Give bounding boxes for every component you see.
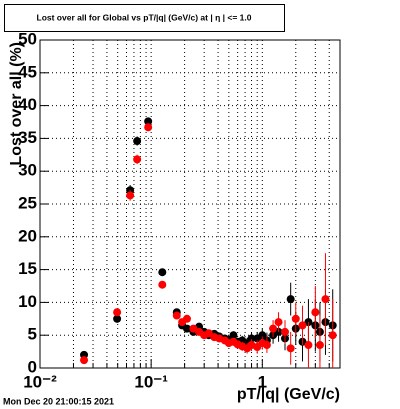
point	[133, 155, 142, 164]
point	[274, 318, 283, 327]
point	[229, 331, 238, 340]
plot-frame	[39, 39, 341, 369]
y-axis-label: Lost over all (%)	[8, 42, 25, 166]
x-axis-label: pT/|q| (GeV/c)	[237, 386, 340, 403]
point	[113, 314, 122, 323]
point	[304, 341, 313, 350]
y-tick-label: 40	[18, 95, 37, 114]
y-tick-label: 5	[28, 325, 37, 344]
y-tick-label: 30	[18, 161, 37, 180]
point	[286, 295, 295, 304]
y-tick-label: 20	[18, 226, 37, 245]
y-tick-label: 35	[18, 128, 37, 147]
y-tick-label: 15	[18, 259, 37, 278]
point	[126, 191, 135, 200]
x-tick-label: 10⁻²	[23, 372, 57, 391]
point	[280, 327, 289, 336]
y-tick-label: 25	[18, 193, 37, 212]
point	[144, 117, 153, 126]
point	[182, 324, 191, 333]
point	[158, 268, 167, 277]
point	[298, 321, 307, 330]
x-tick-label: 1	[258, 372, 267, 391]
y-tick-label: 50	[18, 29, 37, 48]
point	[269, 324, 278, 333]
y-tick-label: 10	[18, 292, 37, 311]
point	[247, 334, 256, 343]
point	[315, 341, 324, 350]
point	[286, 344, 295, 353]
point	[321, 295, 330, 304]
x-tick-label: 10⁻¹	[134, 372, 168, 391]
point	[80, 356, 89, 365]
point	[328, 331, 337, 340]
point	[258, 331, 267, 340]
point	[113, 308, 122, 317]
timestamp: Mon Dec 20 21:00:15 2021	[3, 396, 114, 406]
point	[311, 308, 320, 317]
title-box	[4, 4, 285, 32]
point	[262, 341, 271, 350]
chart-title: Lost over all for Global vs pT/|q| (GeV/…	[37, 12, 252, 22]
point	[182, 314, 191, 323]
point	[291, 314, 300, 323]
point	[133, 137, 142, 146]
y-tick-label: 0	[28, 357, 37, 376]
point	[158, 280, 167, 289]
point	[144, 123, 153, 132]
y-tick-label: 45	[18, 62, 37, 81]
point	[172, 311, 181, 320]
point	[204, 329, 213, 338]
